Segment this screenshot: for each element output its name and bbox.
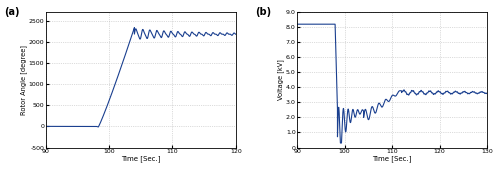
- Y-axis label: Voltage [kV]: Voltage [kV]: [278, 59, 284, 100]
- Y-axis label: Rotor Angle [degree]: Rotor Angle [degree]: [20, 45, 28, 115]
- X-axis label: Time [Sec.]: Time [Sec.]: [372, 155, 412, 162]
- X-axis label: Time [Sec.]: Time [Sec.]: [121, 155, 160, 162]
- Text: (a): (a): [4, 7, 20, 17]
- Text: (b): (b): [256, 7, 272, 17]
